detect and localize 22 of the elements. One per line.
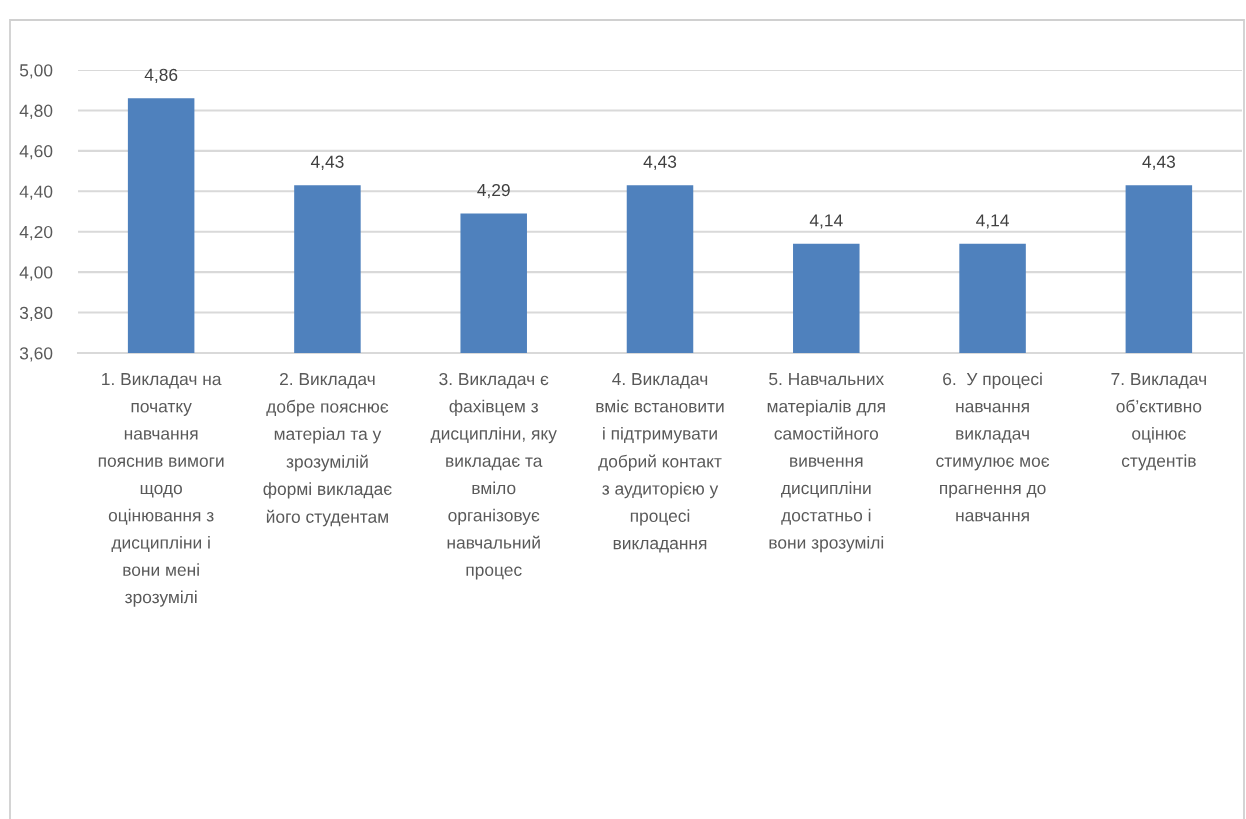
y-tick-label: 4,20 [19,225,53,241]
x-tick-label: 5. Навчальних матеріалів для самостійного вивчення дисципліни достатньо і вони зрозумілі [767,373,885,553]
category-label: 1. Викладач на початку навчання пояснив вимоги щодо оцінювання з дисципліни і вони мені зрозумілі [98,373,224,607]
y-tick-label: 3,60 [19,347,53,362]
x-tick-label: 7. Викладач об’єктивно оцінює студентів [1111,373,1206,471]
data-label: 4,14 [809,214,843,229]
data-label: 4,86 [144,68,178,84]
data-label: 4,43 [643,155,677,170]
y-tick-label: 4,40 [19,185,53,200]
data-label: 4,29 [477,183,510,199]
y-tick-label: 4,00 [19,266,53,281]
y-tick-label: 4,60 [19,145,53,160]
y-tick-label: 5,00 [19,64,53,79]
x-tick-label: 3. Викладач є фахівцем з дисципліни, яку викладає та вміло організовує навчальний процес [430,372,557,580]
x-tick-label: 2. Викладач добре пояснює матеріал та у зрозумілій формі викладає його студентам [263,372,392,527]
y-tick-label: 3,80 [19,306,53,322]
x-tick-label: 4. Викладач вміє встановити і підтримувати добрий контакт з аудиторією у процесі викладання [596,373,724,553]
data-label: 4,43 [310,155,344,170]
data-label: 4,43 [1142,155,1175,170]
data-label: 4,14 [976,214,1009,229]
x-tick-label: 6. У процесі навчання викладач стимулює моє прагнення до навчання [936,372,1050,522]
y-tick-label: 4,80 [19,104,53,119]
